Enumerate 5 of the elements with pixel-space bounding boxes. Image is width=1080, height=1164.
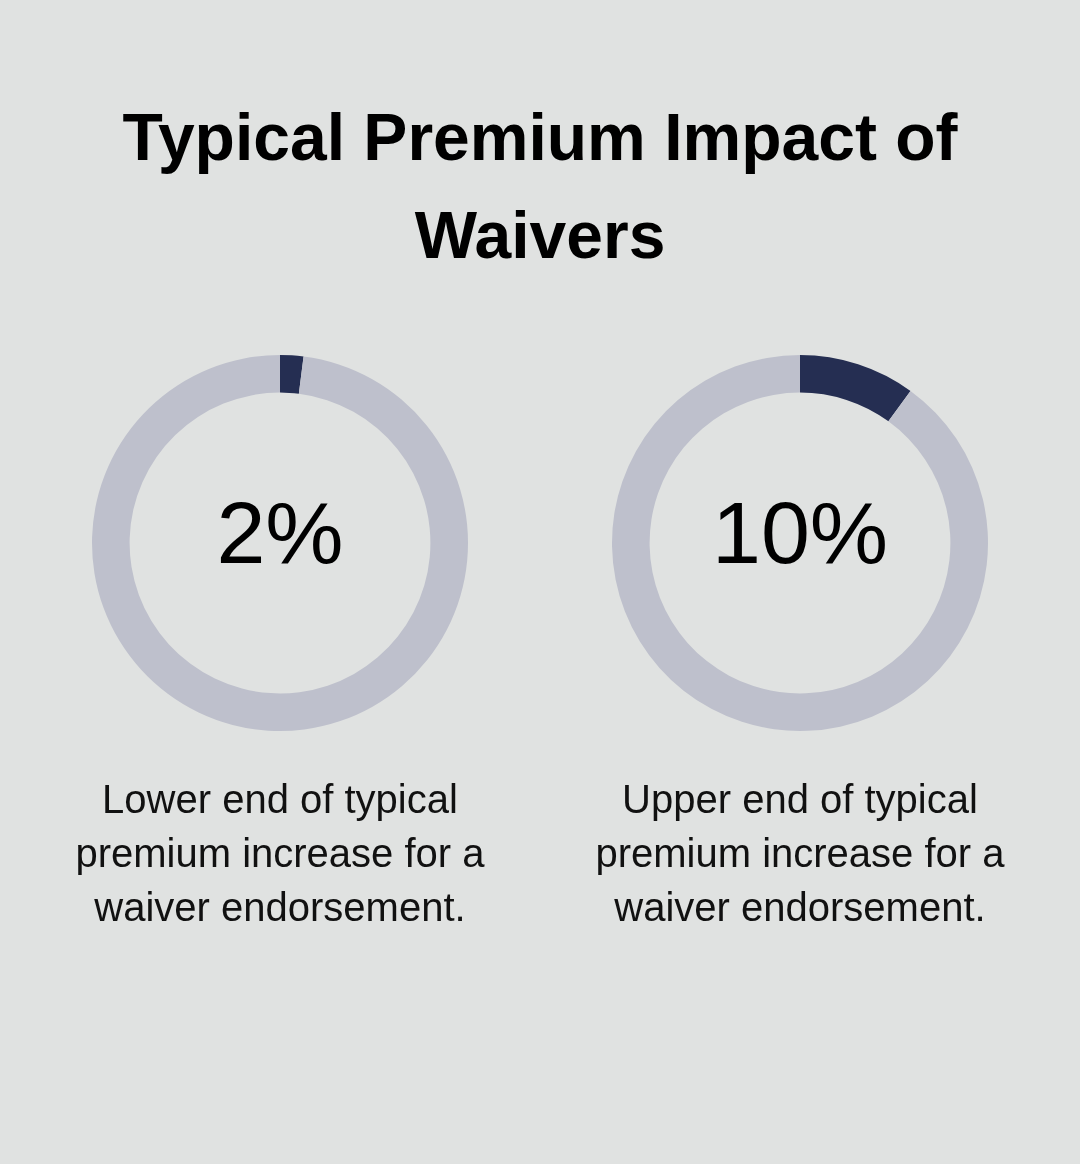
text: Upper end of typical premium increase for a waiver endorsement. xyxy=(594,776,1006,931)
chart-title: Typical Premium Impact of Waivers xyxy=(121,99,959,274)
data-label: 10% xyxy=(711,483,889,583)
text: Lower end of typical premium increase for a waiver endorsement. xyxy=(74,776,486,931)
data-label: 2% xyxy=(216,483,344,583)
